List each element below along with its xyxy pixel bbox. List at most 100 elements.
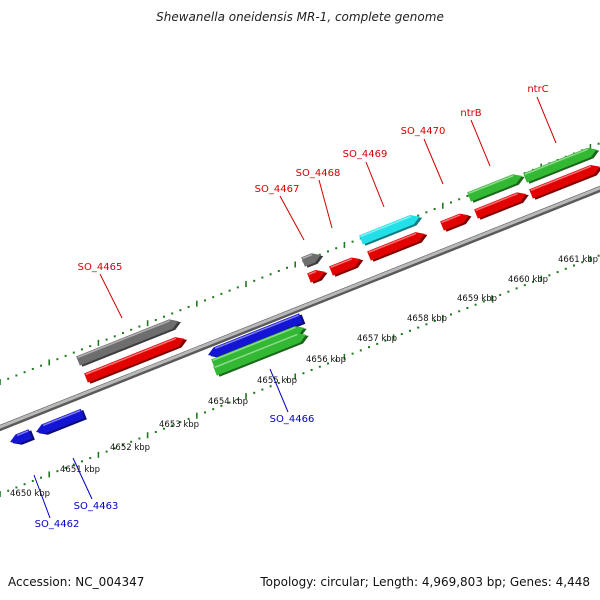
reverse-minor-tick [532, 280, 534, 283]
forward-minor-tick [327, 250, 329, 253]
forward-minor-tick [318, 253, 321, 256]
forward-minor-tick [204, 299, 206, 302]
SO_4468-highlight [330, 258, 353, 269]
reverse-minor-tick [359, 349, 362, 352]
forward-minor-tick [450, 201, 452, 204]
leader-SO_4465 [99, 273, 123, 319]
forward-minor-tick [122, 332, 124, 335]
genome-backbone [0, 185, 600, 432]
forward-minor-tick [220, 292, 223, 295]
feature-SO_4469-cds [367, 232, 428, 262]
SO_4469-gene-arrow [359, 215, 420, 245]
reverse-minor-tick [122, 444, 124, 447]
SO_4465-cds-arrow [84, 337, 185, 383]
SO_4470-highlight [441, 214, 461, 224]
forward-minor-tick [179, 309, 182, 312]
forward-minor-tick [105, 338, 108, 341]
leader-SO_4469 [365, 161, 385, 208]
feature-SO_4463 [36, 408, 87, 435]
reverse-minor-tick [400, 333, 403, 336]
SO_4463-arrow [36, 408, 85, 434]
ntrB-gene-highlight [468, 174, 514, 195]
forward-minor-tick [597, 142, 600, 145]
feature-SO_4462 [10, 429, 35, 445]
reverse-minor-tick [302, 372, 305, 375]
reverse-minor-tick [581, 261, 584, 264]
reverse-minor-tick [417, 326, 420, 329]
reverse-minor-tick [499, 293, 502, 296]
gene-label-SO_4462: SO_4462 [35, 519, 80, 530]
forward-minor-tick [212, 296, 215, 299]
SO_4465-gene-highlight [77, 320, 170, 359]
reverse-tick-ruler [0, 254, 600, 497]
reverse-minor-tick [154, 430, 157, 433]
SO_4469-gene-highlight [360, 215, 412, 238]
feature-SO_4470 [440, 213, 472, 232]
reverse-minor-tick [376, 342, 379, 345]
reverse-minor-tick [7, 489, 10, 492]
feature-SO_4467-gene [301, 253, 324, 268]
SO_4466-green-top-highlight [212, 326, 296, 362]
reverse-minor-tick [327, 362, 329, 365]
reverse-minor-tick [564, 267, 567, 270]
forward-minor-tick [253, 279, 256, 282]
ntrC-cds-arrow [529, 164, 600, 199]
ntrC-gene-arrow [523, 147, 597, 183]
reverse-minor-tick [433, 320, 436, 323]
forward-minor-tick [7, 377, 10, 380]
reverse-minor-tick [179, 421, 182, 424]
gene-label-SO_4466: SO_4466 [270, 414, 315, 425]
reverse-minor-tick [187, 417, 190, 420]
reverse-minor-tick [351, 352, 354, 355]
reverse-minor-tick [220, 404, 223, 407]
leader-SO_4462 [33, 474, 51, 519]
scale-label: 4651 kbp [60, 465, 100, 475]
reverse-minor-tick [573, 264, 575, 267]
forward-minor-tick [187, 305, 190, 308]
reverse-minor-tick [130, 440, 133, 443]
SO_4469-cds-arrow [367, 232, 425, 261]
reverse-minor-tick [466, 306, 469, 309]
feature-SO_4467-cds [307, 270, 328, 284]
forward-minor-tick [154, 318, 157, 321]
leader-SO_4470 [423, 138, 444, 185]
SO_4470-arrow [440, 213, 469, 231]
gene-label-SO_4467: SO_4467 [255, 184, 300, 195]
SO_4469-cds-highlight [368, 232, 417, 254]
gene-label-SO_4468: SO_4468 [296, 168, 341, 179]
scale-label: 4650 kbp [10, 489, 50, 499]
genome-summary-text: Topology: circular; Length: 4,969,803 bp… [260, 575, 590, 589]
reverse-minor-tick [89, 457, 92, 460]
reverse-minor-tick [409, 329, 411, 332]
leader-SO_4468 [318, 179, 333, 229]
SO_4462-highlight [16, 430, 29, 437]
reverse-minor-tick [286, 378, 288, 381]
accession-text: Accession: NC_004347 [8, 575, 145, 589]
feature-SO_4465-cds [84, 337, 188, 384]
forward-minor-tick [417, 214, 420, 217]
forward-minor-tick [269, 273, 272, 276]
feature-layer [10, 147, 600, 445]
label-leaders [33, 96, 557, 519]
scale-label: 4652 kbp [110, 443, 150, 453]
feature-ntrC-gene [523, 147, 600, 184]
SO_4462-arrow [10, 429, 33, 444]
forward-minor-tick [72, 351, 75, 354]
reverse-minor-tick [23, 483, 26, 486]
feature-ntrC-cds [529, 164, 600, 200]
forward-minor-tick [351, 240, 354, 243]
forward-minor-tick [458, 198, 461, 201]
reverse-minor-tick [523, 284, 526, 287]
forward-minor-tick [277, 270, 280, 273]
reverse-minor-tick [474, 303, 477, 306]
reverse-minor-tick [310, 368, 313, 371]
SO_4468-arrow [329, 257, 361, 276]
reverse-minor-tick [64, 466, 67, 469]
gene-label-ntrC: ntrC [527, 84, 548, 95]
reverse-minor-tick [31, 479, 34, 482]
forward-minor-tick [335, 247, 338, 250]
gene-label-ntrB: ntrB [460, 108, 481, 119]
reverse-minor-tick [171, 424, 174, 427]
SO_4465-gene-arrow [76, 319, 179, 366]
